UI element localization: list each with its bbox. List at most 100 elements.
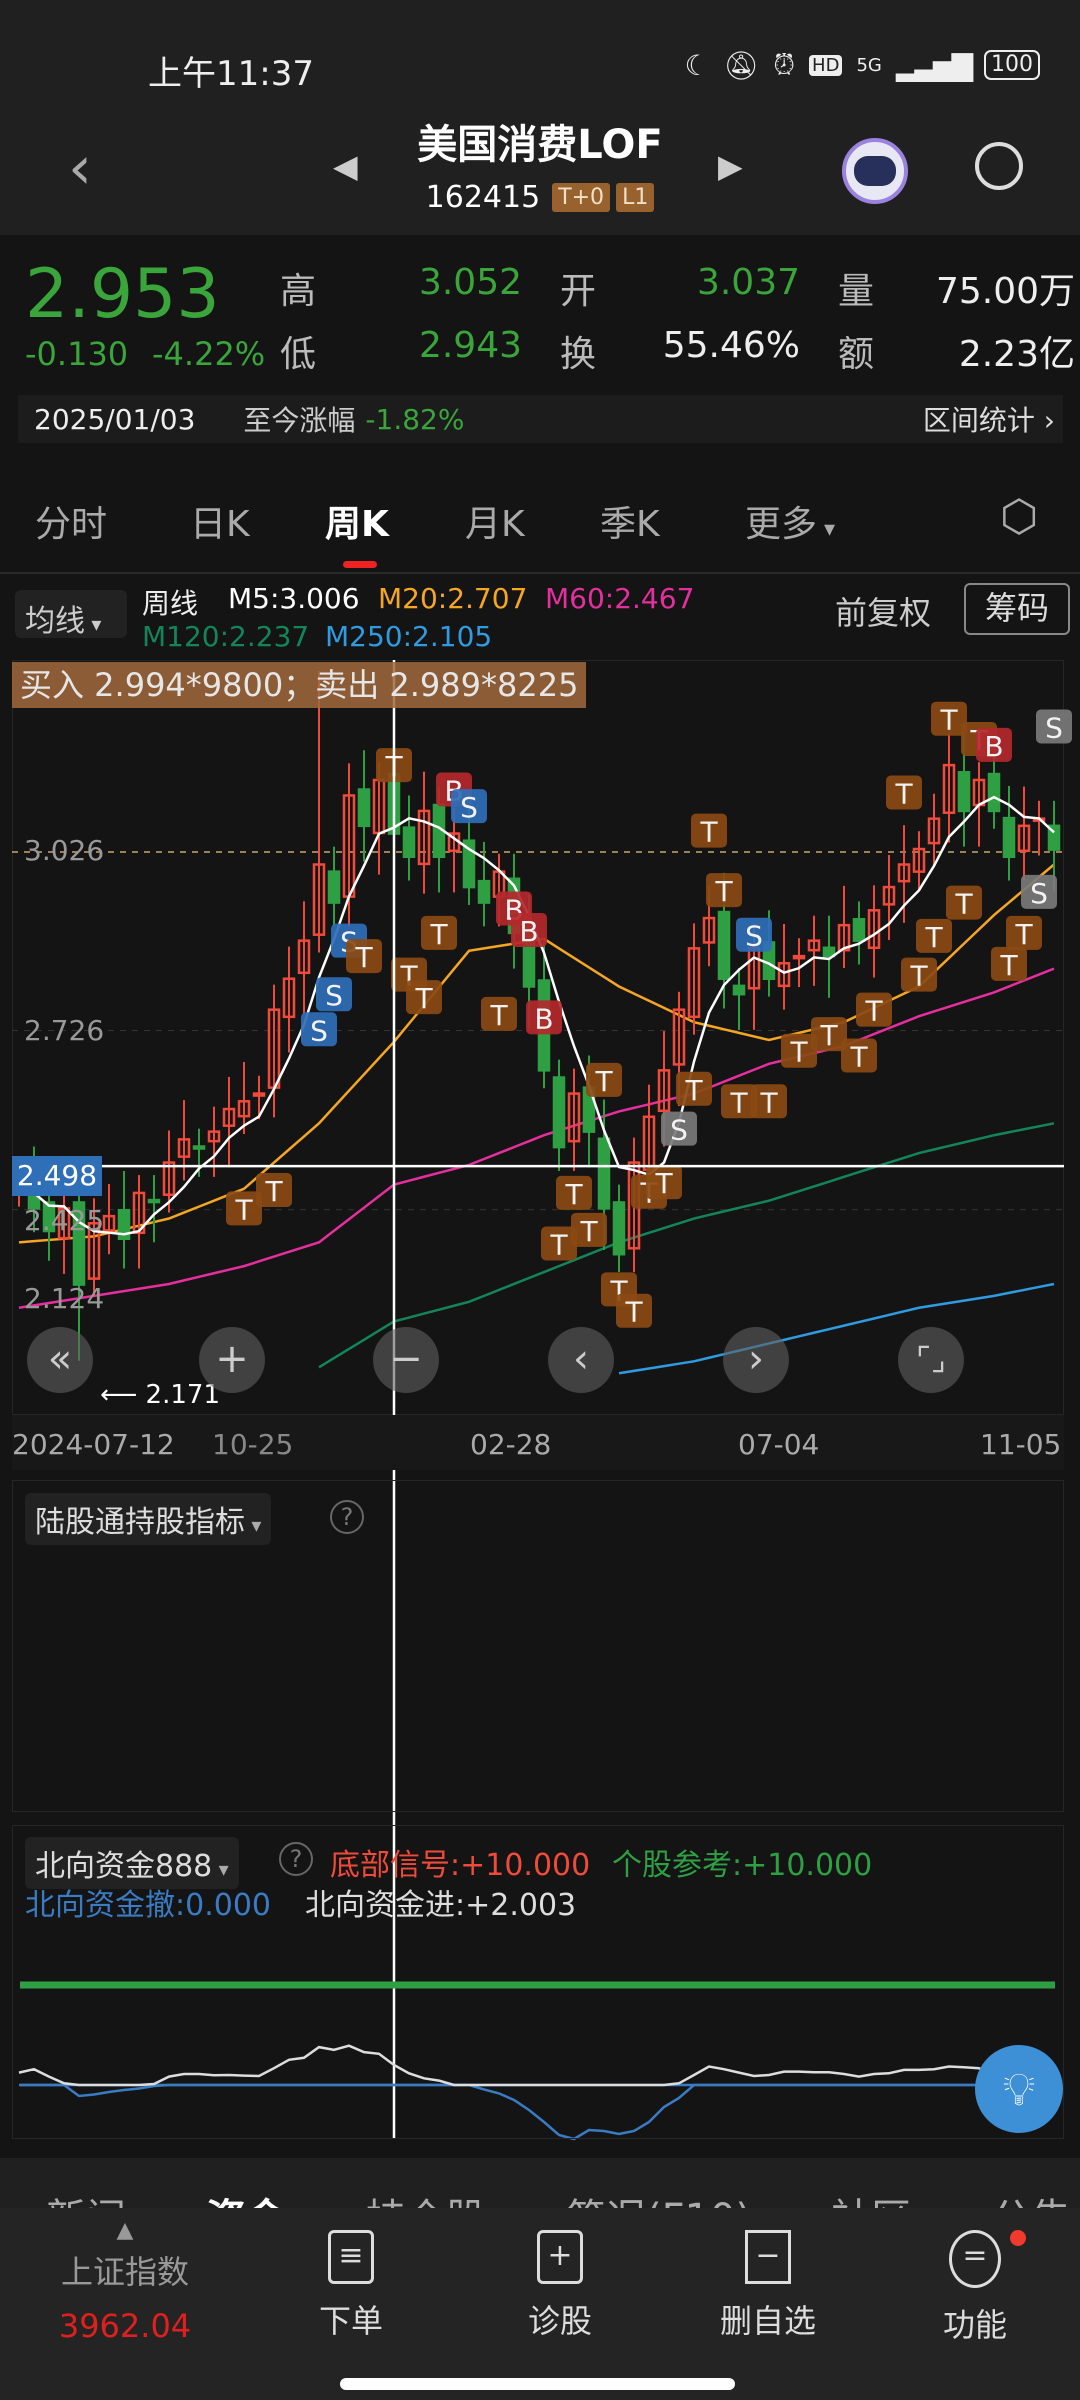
signal-marker-label: T <box>759 1086 778 1119</box>
signal-marker-label: T <box>909 960 928 993</box>
signal-marker-label: T <box>654 1167 673 1200</box>
ma60-value: M60:2.467 <box>545 582 695 615</box>
hd-icon: HD <box>809 54 843 76</box>
nav-remove-watchlist[interactable]: − 删自选 <box>693 2230 843 2342</box>
signal-marker-label: T <box>789 1036 808 1069</box>
kline-chart[interactable] <box>12 660 1064 1415</box>
signal-marker-label: B <box>519 915 538 948</box>
sub-tab-holdings[interactable]: 持仓股 <box>366 2186 486 2208</box>
chips-button[interactable]: 筹码 <box>964 583 1070 635</box>
signal-marker <box>451 789 487 824</box>
candle-body <box>177 1138 191 1158</box>
minus-box-icon: − <box>745 2230 791 2284</box>
candle-body <box>657 1069 671 1113</box>
candle-body <box>162 1161 176 1196</box>
signal-marker <box>1006 915 1042 950</box>
document-icon: ≡ <box>328 2230 374 2284</box>
nav-label: 诊股 <box>527 2302 592 2340</box>
index-name: 上证指数 <box>60 2253 189 2291</box>
sub-tab-news[interactable]: 新闻 <box>46 2186 126 2208</box>
tab-day-k[interactable]: 日K <box>190 504 250 545</box>
indicator-selector[interactable]: 均线 ▾ <box>15 590 127 639</box>
tab-month-k[interactable]: 月K <box>465 504 525 545</box>
candle-body <box>822 946 836 958</box>
adjust-mode-button[interactable]: 前复权 <box>835 594 932 632</box>
sub-tab-funds[interactable]: 资金 <box>206 2186 286 2208</box>
tab-quarter-k[interactable]: 季K <box>600 504 660 545</box>
signal-marker <box>931 701 967 736</box>
settings-hexagon-icon[interactable]: ⬡ <box>1000 491 1039 542</box>
candle-body <box>417 809 431 866</box>
signal-marker <box>721 1084 757 1119</box>
candle-body <box>132 1191 146 1235</box>
signal-marker <box>301 1012 337 1047</box>
signal-marker-label: S <box>1045 711 1063 744</box>
signal-marker <box>616 1293 652 1328</box>
candle-body <box>252 1092 266 1097</box>
back-icon[interactable]: ‹ <box>68 133 92 203</box>
sub-tab-community[interactable]: 社区 <box>831 2186 911 2208</box>
y-tick-label: 2.726 <box>24 1014 105 1047</box>
interval-stats-button[interactable]: 区间统计 › <box>922 404 1055 437</box>
x-tick-label: 02-28 <box>470 1428 552 1461</box>
candle-body <box>1017 824 1031 853</box>
northbound-selector[interactable]: 北向资金888 ▾ <box>25 1837 239 1889</box>
y-tick-label: 3.026 <box>24 834 105 867</box>
sub-tab-announcements[interactable]: 公告 <box>991 2186 1071 2208</box>
lightbulb-tip-button[interactable]: 💡︎ <box>975 2045 1063 2133</box>
open-value: 3.037 <box>696 262 800 303</box>
tab-week-k[interactable]: 周K <box>325 504 389 545</box>
notification-dot <box>1010 2230 1026 2246</box>
tab-intraday[interactable]: 分时 <box>35 504 108 545</box>
signal-marker <box>1021 874 1057 909</box>
candle-body <box>222 1107 236 1127</box>
candle-body <box>672 1008 686 1066</box>
amount-label: 额 <box>838 334 875 375</box>
candle-body <box>357 788 371 828</box>
rewind-button[interactable]: « <box>27 1327 93 1393</box>
nav-diagnose[interactable]: + 诊股 <box>485 2230 635 2342</box>
help-icon[interactable]: ? <box>330 1500 364 1534</box>
holding-indicator-panel <box>12 1480 1064 1812</box>
candle-body <box>942 763 956 814</box>
next-stock-icon[interactable]: ▶ <box>718 147 743 185</box>
sub-tab-f10[interactable]: 简况(F10) <box>566 2186 751 2208</box>
signal-marker <box>646 1165 682 1200</box>
signal-marker-label: T <box>849 1040 868 1073</box>
zoom-out-button[interactable]: − <box>373 1327 439 1393</box>
nav-functions[interactable]: = 功能 <box>900 2230 1050 2346</box>
signal-marker-label: T <box>819 1019 838 1052</box>
prev-stock-icon[interactable]: ◀ <box>333 147 358 185</box>
zoom-in-button[interactable]: + <box>199 1327 265 1393</box>
open-label: 开 <box>560 271 597 312</box>
tab-more[interactable]: 更多 ▾ <box>745 495 835 547</box>
signal-marker <box>676 1071 712 1106</box>
signal-marker-label: T <box>714 875 733 908</box>
fullscreen-button[interactable]: ⌜⌟ <box>898 1327 964 1393</box>
battery-icon: 100 <box>984 50 1040 80</box>
candle-body <box>1002 816 1016 859</box>
holding-indicator-selector[interactable]: 陆股通持股指标 ▾ <box>25 1493 272 1545</box>
signal-marker-label: S <box>310 1014 328 1047</box>
nav-label: 功能 <box>942 2306 1007 2344</box>
index-ticker[interactable]: ▲ 上证指数 3962.04 <box>40 2218 210 2345</box>
search-icon[interactable] <box>975 142 1023 190</box>
bottom-signal-value: 底部信号:+10.000 <box>330 1848 591 1883</box>
help-icon[interactable]: ? <box>279 1842 313 1876</box>
signal-marker-label: T <box>429 918 448 951</box>
robot-assistant-icon[interactable] <box>842 138 908 204</box>
nav-place-order[interactable]: ≡ 下单 <box>276 2230 426 2342</box>
period-tabs: 分时 日K 周K 月K 季K 更多 ▾ ⬡ <box>0 491 1080 570</box>
active-tab-indicator <box>343 561 377 568</box>
scroll-right-button[interactable]: › <box>723 1327 789 1393</box>
amount-value: 2.23亿 <box>958 334 1075 375</box>
scroll-left-button[interactable]: ‹ <box>548 1327 614 1393</box>
volume-value: 75.00万 <box>935 271 1075 312</box>
signal-marker-label: S <box>325 979 343 1012</box>
signal-marker <box>991 946 1027 981</box>
signal-marker-label: T <box>549 1229 568 1262</box>
candle-body <box>867 909 881 950</box>
signal-icon: 5G <box>856 54 882 76</box>
low-price-value: 2.171 <box>145 1380 220 1410</box>
nav-label: 删自选 <box>719 2302 816 2340</box>
